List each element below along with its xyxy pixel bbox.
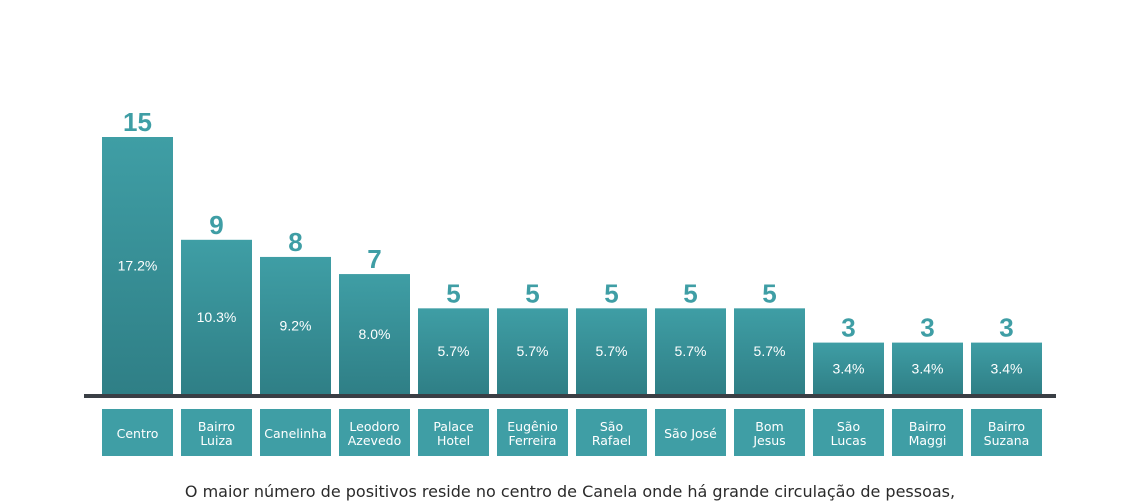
bar	[971, 342, 1042, 394]
bar	[260, 256, 331, 394]
bar-percent-label: 9.2%	[280, 317, 312, 333]
bar	[418, 308, 489, 394]
bar	[813, 342, 884, 394]
bar-value-label: 3	[841, 313, 855, 343]
category-label: Eugênio Ferreira	[507, 419, 558, 448]
category-label: Centro	[117, 426, 159, 441]
bar-value-label: 5	[683, 278, 697, 308]
bar-percent-label: 10.3%	[197, 309, 237, 325]
bar	[655, 308, 726, 394]
bar-percent-label: 5.7%	[754, 343, 786, 359]
bar-percent-label: 5.7%	[438, 343, 470, 359]
bar-value-label: 5	[525, 278, 539, 308]
bar	[102, 137, 173, 394]
category-label: São Lucas	[831, 419, 867, 448]
category-label: Leodoro Azevedo	[348, 419, 401, 448]
chart-caption: O maior número de positivos reside no ce…	[184, 482, 956, 501]
category-box	[813, 409, 884, 456]
category-box	[102, 409, 173, 456]
category-label: Canelinha	[264, 426, 326, 441]
bar-value-label: 9	[209, 210, 223, 240]
bar-value-label: 8	[288, 227, 302, 257]
category-label: Bom Jesus	[752, 419, 785, 448]
bar-value-label: 3	[999, 313, 1013, 343]
category-box	[181, 409, 252, 456]
bar	[181, 239, 252, 394]
category-box	[734, 409, 805, 456]
bar-percent-label: 5.7%	[517, 343, 549, 359]
bar	[892, 342, 963, 394]
bar	[339, 274, 410, 394]
category-label: Bairro Maggi	[909, 419, 947, 448]
bar-value-label: 15	[123, 107, 152, 137]
bar-value-label: 7	[367, 244, 381, 274]
bar-percent-label: 5.7%	[596, 343, 628, 359]
category-label: São Rafael	[592, 419, 631, 448]
category-box	[497, 409, 568, 456]
category-box	[971, 409, 1042, 456]
category-box	[655, 409, 726, 456]
category-box	[892, 409, 963, 456]
bar-percent-label: 17.2%	[118, 258, 158, 274]
bar	[734, 308, 805, 394]
bar	[497, 308, 568, 394]
bar-value-label: 5	[762, 278, 776, 308]
category-label: Bairro Luiza	[198, 419, 235, 448]
category-label: São José	[664, 426, 717, 441]
category-box	[339, 409, 410, 456]
category-label: Bairro Suzana	[984, 419, 1030, 448]
category-box	[418, 409, 489, 456]
bar-percent-label: 3.4%	[833, 360, 865, 376]
category-box	[576, 409, 647, 456]
bar-percent-label: 8.0%	[359, 326, 391, 342]
category-box	[260, 409, 331, 456]
bar-percent-label: 3.4%	[991, 360, 1023, 376]
bar-percent-label: 3.4%	[912, 360, 944, 376]
bar-value-label: 5	[604, 278, 618, 308]
bar	[576, 308, 647, 394]
category-label: Palace Hotel	[433, 419, 474, 448]
bar-percent-label: 5.7%	[675, 343, 707, 359]
bar-chart: 15 17.2% 9 10.3% 8 9.2% 7 8.0% 5 5.7% 5 5.7% 5 5.7% 5 5…	[84, 107, 1056, 456]
bar-value-label: 3	[920, 313, 934, 343]
bar-value-label: 5	[446, 278, 460, 308]
